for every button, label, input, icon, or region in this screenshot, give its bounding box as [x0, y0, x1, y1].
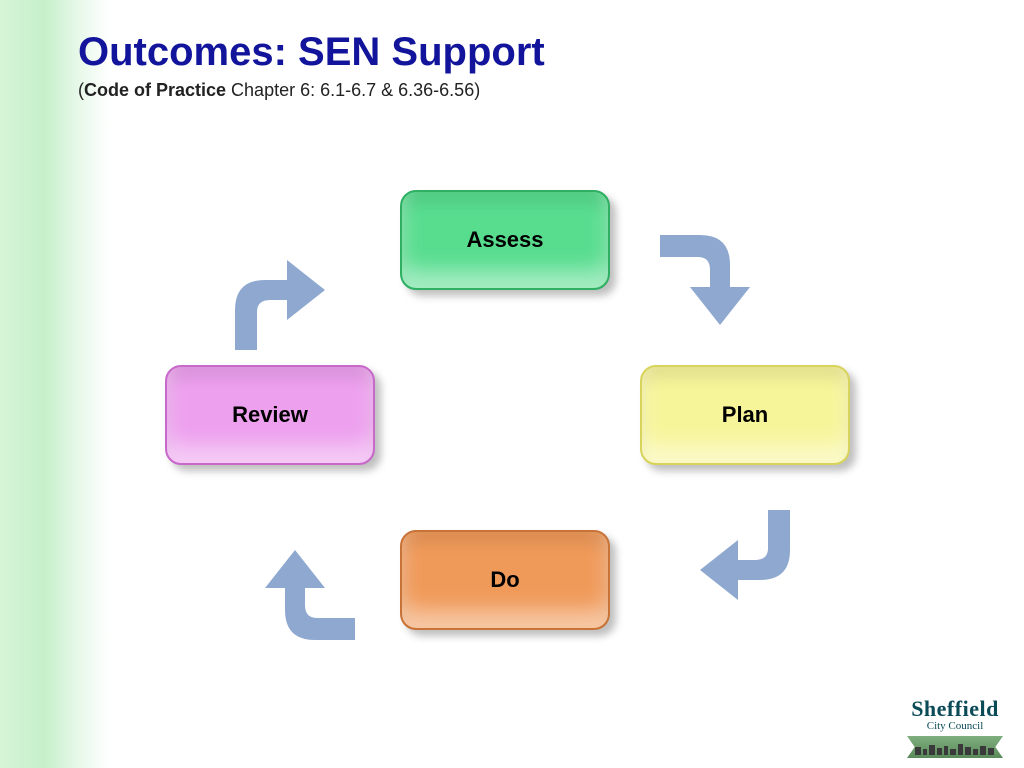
logo-banner-icon: [907, 736, 1003, 758]
arrow-assess-plan: [650, 225, 770, 345]
sheffield-logo: Sheffield City Council: [900, 696, 1010, 758]
arrow-review-assess: [225, 240, 345, 360]
node-plan: Plan: [640, 365, 850, 465]
logo-line1: Sheffield: [900, 696, 1010, 722]
arrow-plan-do: [680, 500, 800, 620]
node-review: Review: [165, 365, 375, 465]
logo-skyline-icon: [913, 743, 997, 755]
cycle-diagram: Assess Plan Do Review: [0, 0, 1024, 768]
node-label: Plan: [722, 402, 768, 428]
slide: Outcomes: SEN Support (Code of Practice …: [0, 0, 1024, 768]
node-do: Do: [400, 530, 610, 630]
node-label: Review: [232, 402, 308, 428]
node-label: Do: [490, 567, 519, 593]
node-assess: Assess: [400, 190, 610, 290]
node-label: Assess: [466, 227, 543, 253]
arrow-do-review: [245, 530, 365, 650]
